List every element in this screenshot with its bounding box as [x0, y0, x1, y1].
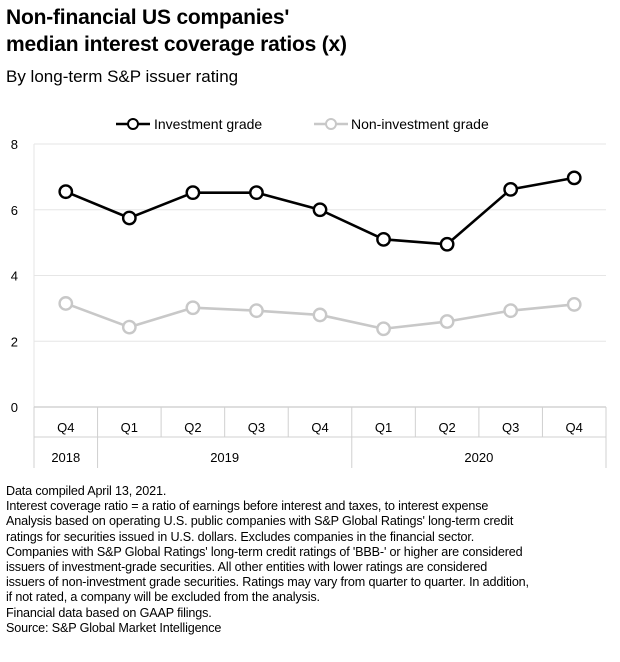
data-point	[503, 181, 519, 197]
year-label: 2020	[464, 450, 493, 465]
data-point	[439, 314, 455, 329]
data-point	[566, 297, 582, 312]
x-tick-label: Q4	[57, 420, 74, 435]
legend-label: Investment grade	[154, 116, 262, 132]
year-label: 2019	[210, 450, 239, 465]
y-tick-label: 6	[11, 203, 18, 218]
title-line-2: median interest coverage ratios (x)	[6, 33, 347, 56]
data-point	[249, 303, 264, 319]
data-point	[376, 231, 391, 247]
x-tick-label: Q3	[248, 420, 265, 435]
chart-subtitle: By long-term S&P issuer rating	[6, 67, 239, 86]
title-line-1: Non-financial US companies'	[6, 6, 290, 29]
note-line: Data compiled April 13, 2021.	[6, 484, 167, 498]
data-point	[185, 300, 201, 316]
year-label: 2018	[51, 450, 80, 465]
data-point	[312, 202, 328, 218]
data-point	[312, 307, 328, 323]
note-line: Interest coverage ratio = a ratio of ear…	[6, 499, 489, 514]
y-tick-label: 0	[11, 400, 18, 415]
data-point	[58, 296, 74, 311]
y-tick-label: 2	[11, 334, 18, 349]
legend-label: Non-investment grade	[351, 116, 489, 132]
x-tick-label: Q1	[121, 420, 138, 435]
data-point	[121, 210, 137, 226]
x-tick-label: Q4	[311, 420, 328, 435]
note-line: issuers of non-investment grade securiti…	[6, 575, 529, 590]
x-tick-label: Q2	[438, 420, 455, 435]
note-line: ratings for securities issued in U.S. do…	[6, 529, 475, 544]
y-tick-label: 4	[11, 269, 18, 284]
x-tick-label: Q3	[502, 420, 519, 435]
legend-marker	[127, 118, 139, 130]
note-line: Source: S&P Global Market Intelligence	[6, 620, 222, 635]
x-tick-label: Q1	[375, 420, 392, 435]
chart-title: Non-financial US companies' median inter…	[6, 4, 606, 58]
x-tick-label: Q4	[566, 420, 583, 435]
legend-marker	[325, 118, 337, 130]
note-line: Financial data based on GAAP filings.	[6, 605, 212, 620]
note-line: Analysis based on operating U.S. public …	[6, 514, 514, 529]
data-point	[249, 185, 264, 201]
x-tick-label: Q2	[184, 420, 201, 435]
data-point	[121, 319, 137, 335]
line-chart: 0 2 4 6 8 Q4 Q1 Q2 Q3 Q4 Q1 Q2 Q3 Q4 2018 2019 2020 Inves…	[11, 116, 607, 468]
data-point	[185, 185, 201, 201]
chart-notes: Data compiled April 13, 2021. Interest co…	[6, 484, 616, 636]
y-tick-label: 8	[11, 137, 18, 152]
data-point	[376, 321, 391, 337]
data-point	[58, 184, 74, 200]
note-line: if not rated, a company will be excluded…	[6, 590, 320, 605]
data-point	[566, 170, 582, 186]
note-line: Companies with S&P Global Ratings' long-…	[6, 544, 523, 559]
data-point	[503, 303, 519, 319]
note-line: issuers of investment-grade securities. …	[6, 560, 488, 575]
data-point	[439, 236, 455, 252]
